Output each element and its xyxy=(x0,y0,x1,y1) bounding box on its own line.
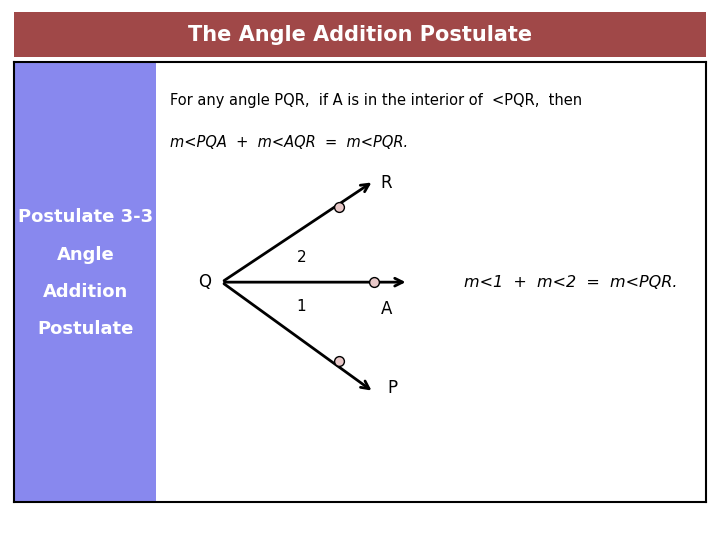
Text: 2: 2 xyxy=(297,251,306,266)
Text: A: A xyxy=(381,300,392,318)
Text: Q: Q xyxy=(199,273,212,291)
Point xyxy=(368,278,379,286)
Text: R: R xyxy=(381,174,392,192)
Text: The Angle Addition Postulate: The Angle Addition Postulate xyxy=(188,24,532,45)
Text: Postulate: Postulate xyxy=(37,320,134,339)
Point xyxy=(333,357,345,366)
Text: Angle: Angle xyxy=(57,246,114,264)
Text: m<1  +  m<2  =  m<PQR.: m<1 + m<2 = m<PQR. xyxy=(464,275,678,289)
Text: P: P xyxy=(387,379,397,397)
Point xyxy=(333,203,345,212)
Text: For any angle PQR,  if A is in the interior of  <PQR,  then: For any angle PQR, if A is in the interi… xyxy=(170,93,582,108)
Text: Postulate 3-3: Postulate 3-3 xyxy=(18,208,153,226)
Text: Addition: Addition xyxy=(43,283,128,301)
Bar xyxy=(14,62,156,502)
Text: m<PQA  +  m<AQR  =  m<PQR.: m<PQA + m<AQR = m<PQR. xyxy=(170,134,408,150)
Text: 1: 1 xyxy=(297,299,306,314)
